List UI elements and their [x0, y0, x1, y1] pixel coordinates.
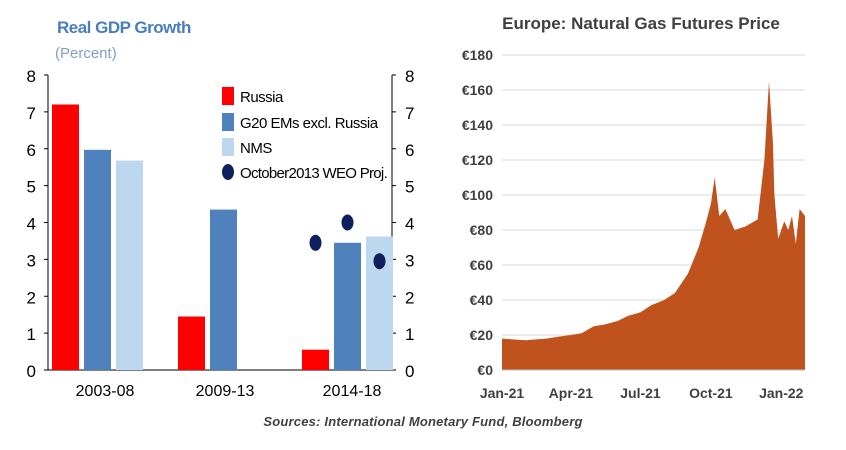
projection-dot	[309, 234, 322, 251]
y-tick-label-right: 0	[405, 362, 414, 381]
y-tick-label-right: 4	[405, 215, 414, 234]
gdp-growth-chart: Real GDP Growth (Percent) 0 1 2 3 4 5 6 7 8 0 1 2 3…	[27, 18, 415, 400]
y-tick-label: 0	[27, 362, 36, 381]
y-tick-label: 6	[27, 141, 36, 160]
y-tick-label-right: 6	[405, 141, 414, 160]
bar-russia	[302, 349, 329, 370]
y-tick-label-right: 1	[405, 325, 414, 344]
x-tick-label: Oct-21	[689, 385, 733, 401]
y-tick-label: 2	[27, 288, 36, 307]
legend-label: G20 EMs excl. Russia	[240, 115, 379, 132]
bar-g20-ems-excl-russia	[334, 242, 361, 370]
y-tick-label: €120	[462, 152, 493, 168]
legend-swatch	[222, 164, 234, 180]
y-tick-label: €80	[470, 222, 494, 238]
projection-dot	[373, 253, 386, 270]
legend-swatch	[222, 113, 234, 131]
y-tick-label: 1	[27, 325, 36, 344]
gas-price-chart: Europe: Natural Gas Futures Price €0 €20 €…	[462, 14, 805, 401]
source-note: Sources: International Monetary Fund, Bl…	[263, 414, 583, 429]
y-tick-label: €40	[470, 292, 494, 308]
x-tick-label: 2003-08	[76, 383, 135, 400]
y-tick-label: €160	[462, 82, 493, 98]
bar-g20-ems-excl-russia	[84, 149, 111, 370]
legend-label: NMS	[240, 140, 272, 157]
y-tick-label: €0	[477, 362, 493, 378]
projection-dot	[341, 214, 354, 231]
bar-g20-ems-excl-russia	[210, 209, 237, 370]
legend-swatch	[222, 87, 234, 105]
x-tick-label: Jan-21	[480, 385, 525, 401]
x-tick-label: Jan-22	[759, 385, 804, 401]
gas-price-area	[502, 81, 805, 371]
y-tick-label-right: 8	[405, 67, 414, 86]
y-tick-label-right: 5	[405, 178, 414, 197]
y-tick-label: €100	[462, 187, 493, 203]
y-tick-label: €60	[470, 257, 494, 273]
legend-swatch	[222, 138, 234, 156]
chart-title: Real GDP Growth	[57, 18, 191, 37]
chart-title: Europe: Natural Gas Futures Price	[502, 14, 780, 33]
x-tick-label: Apr-21	[549, 385, 594, 401]
bar-nms	[116, 160, 143, 370]
y-tick-label: €180	[462, 47, 493, 63]
x-tick-label: 2014-18	[323, 383, 382, 400]
y-tick-label-right: 3	[405, 251, 414, 270]
chart-subtitle: (Percent)	[55, 45, 117, 62]
bar-russia	[178, 316, 205, 370]
y-tick-label: 7	[27, 104, 36, 123]
y-tick-label: €20	[470, 327, 494, 343]
legend-label: Russia	[240, 89, 284, 106]
y-tick-label: 4	[27, 215, 36, 234]
x-tick-label: Jul-21	[620, 385, 661, 401]
y-tick-label: 3	[27, 251, 36, 270]
y-tick-label-right: 7	[405, 104, 414, 123]
y-tick-label: 8	[27, 67, 36, 86]
y-tick-label-right: 2	[405, 288, 414, 307]
y-tick-label: 5	[27, 178, 36, 197]
bar-russia	[52, 104, 79, 370]
legend-label: October2013 WEO Proj.	[240, 165, 387, 182]
x-tick-label: 2009-13	[196, 383, 255, 400]
y-tick-label: €140	[462, 117, 493, 133]
